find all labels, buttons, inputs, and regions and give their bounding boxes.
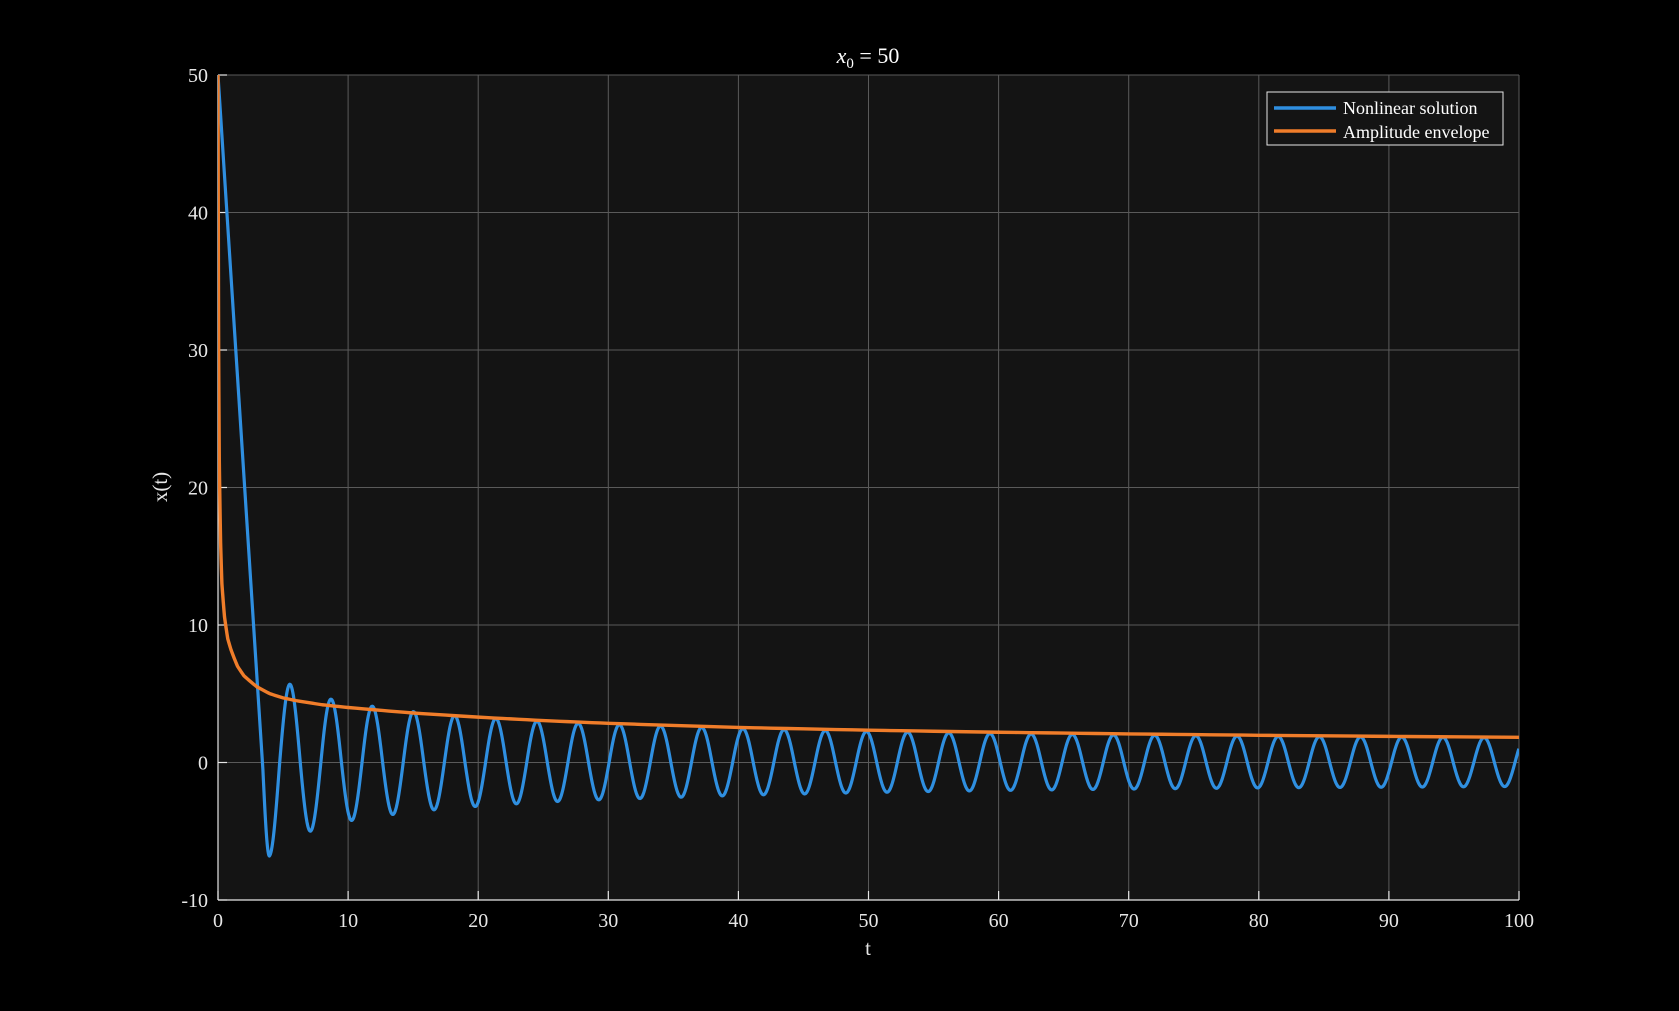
x-tick-label: 10 (338, 910, 358, 932)
y-tick-label: 30 (188, 340, 208, 362)
legend-label-amplitude-envelope: Amplitude envelope (1343, 122, 1489, 142)
title-rest: = 50 (854, 43, 899, 68)
y-tick-label: 50 (188, 65, 208, 87)
x-tick-label: 90 (1379, 910, 1399, 932)
title-subscript: 0 (846, 56, 854, 72)
x-tick-label: 20 (468, 910, 488, 932)
x-tick-label: 50 (859, 910, 879, 932)
grid (218, 74, 1520, 900)
y-tick-label: 0 (198, 753, 208, 775)
series-line-amplitude-envelope (218, 74, 1519, 740)
x-tick-label: 80 (1249, 910, 1269, 932)
legend-box (1266, 91, 1504, 146)
x-tick-label: 40 (728, 910, 748, 932)
y-axis-label: x(t) (148, 472, 172, 502)
x-tick-label: 30 (598, 910, 618, 932)
y-tick-label: -10 (181, 890, 208, 912)
series-line-nonlinear-solution (218, 74, 1519, 858)
y-tick-label: 20 (188, 478, 208, 500)
x-axis-label: t (865, 936, 871, 960)
chart-title: x0 = 50 (836, 43, 900, 72)
x-tick-label: 0 (213, 910, 223, 932)
y-tick-label: 10 (188, 615, 208, 637)
series-layer (218, 74, 1519, 858)
title-variable: x (836, 43, 847, 68)
x-tick-label: 70 (1119, 910, 1139, 932)
legend-label-nonlinear-solution: Nonlinear solution (1343, 98, 1477, 118)
legend: Nonlinear solution Amplitude envelope (1266, 91, 1504, 146)
y-tick-label: 40 (188, 203, 208, 225)
x-tick-label: 100 (1504, 910, 1534, 932)
x-tick-label: 60 (989, 910, 1009, 932)
